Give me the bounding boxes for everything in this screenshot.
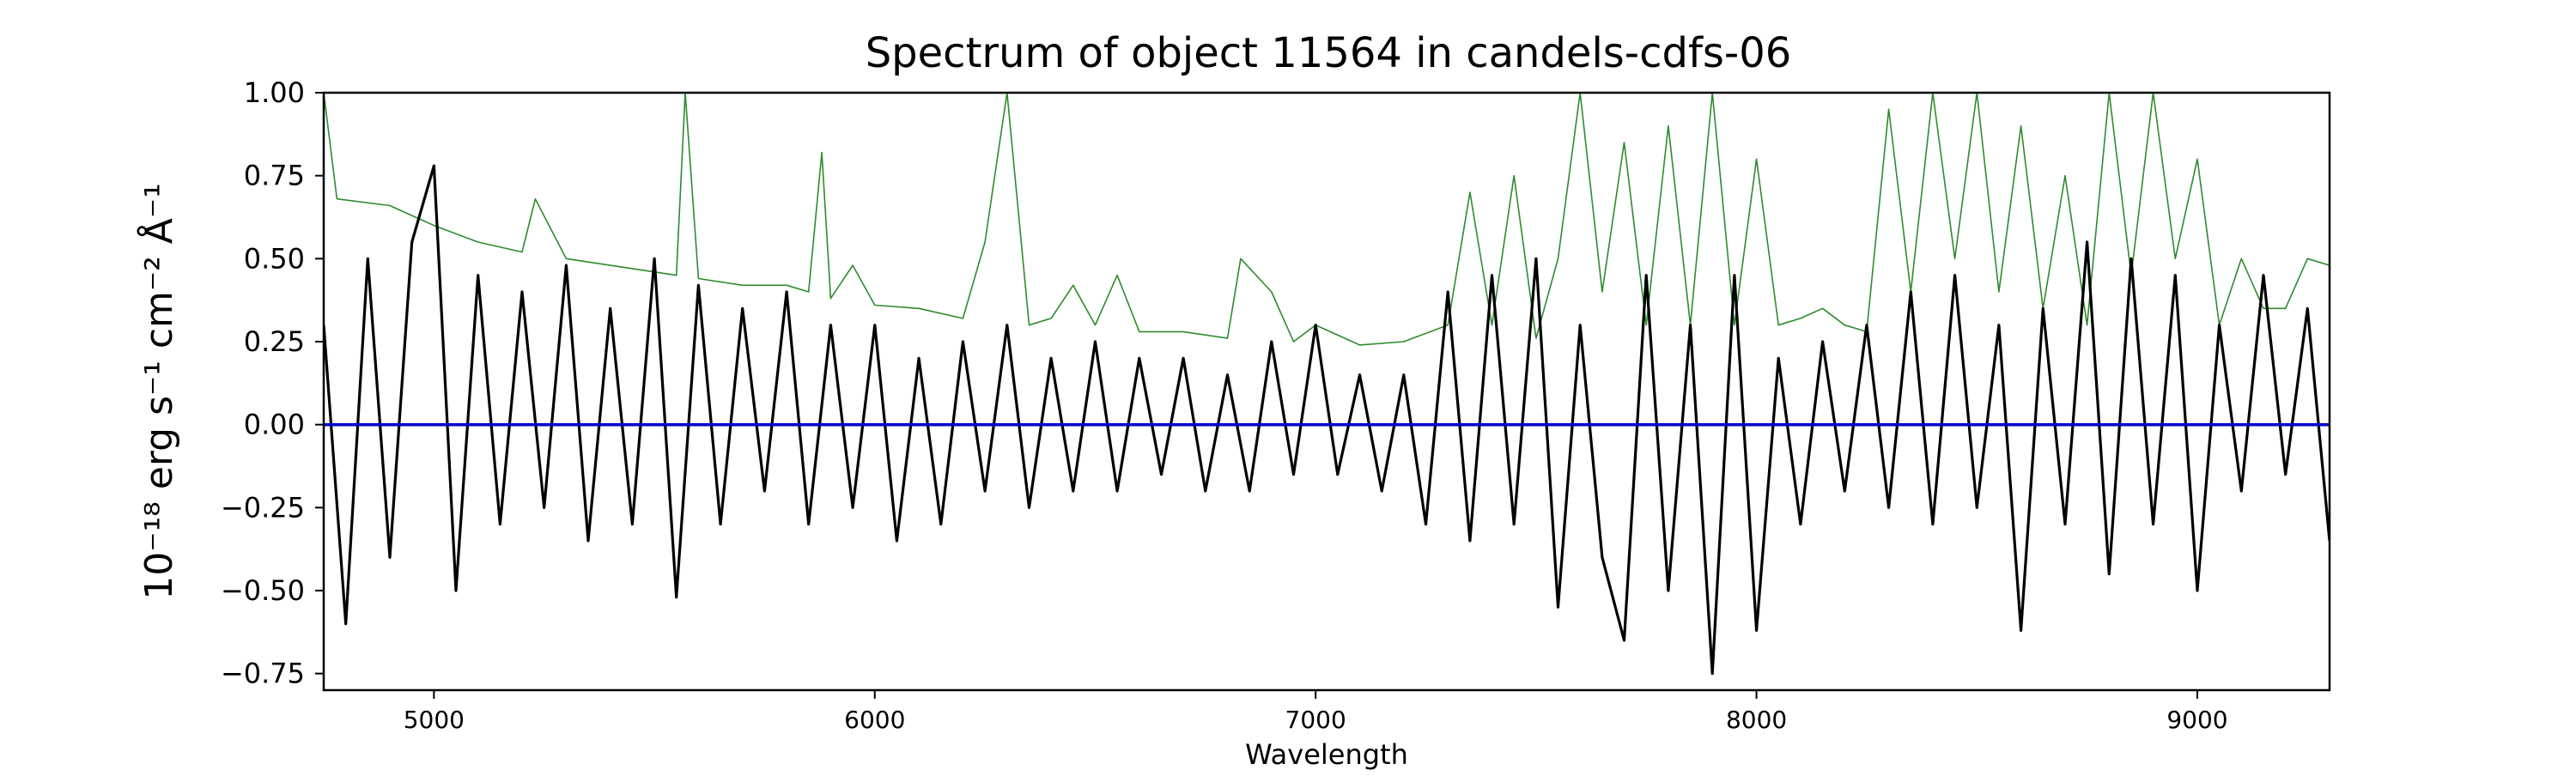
y-tick-label: 0.00	[244, 409, 305, 441]
x-tick-label: 6000	[844, 706, 905, 734]
y-tick-label: −0.25	[221, 491, 305, 524]
x-axis-label: Wavelength	[1245, 738, 1408, 771]
x-tick-label: 5000	[404, 706, 465, 734]
series-layer	[324, 93, 2330, 676]
y-tick-label: 0.75	[244, 160, 305, 192]
x-tick-label: 9000	[2166, 706, 2227, 734]
x-tick-label: 8000	[1726, 706, 1787, 734]
y-tick-label: 0.50	[244, 242, 305, 275]
series-line-error	[324, 93, 2330, 346]
y-tick-label: 0.25	[244, 325, 305, 358]
x-tick-label: 7000	[1285, 706, 1346, 734]
y-axis-label: 10⁻¹⁸ erg s⁻¹ cm⁻² Å⁻¹	[136, 183, 181, 599]
y-tick-label: 1.00	[244, 76, 305, 109]
y-tick-label: −0.50	[221, 574, 305, 607]
series-line-flux	[324, 164, 2330, 676]
chart-title: Spectrum of object 11564 in candels-cdfs…	[866, 29, 1792, 77]
axes-layer: 5000 6000 7000 8000 9000 1.00 0.75 0.50 0.25 0.00…	[221, 76, 2228, 734]
y-tick-label: −0.75	[221, 658, 305, 690]
plot-frame	[322, 91, 2331, 692]
